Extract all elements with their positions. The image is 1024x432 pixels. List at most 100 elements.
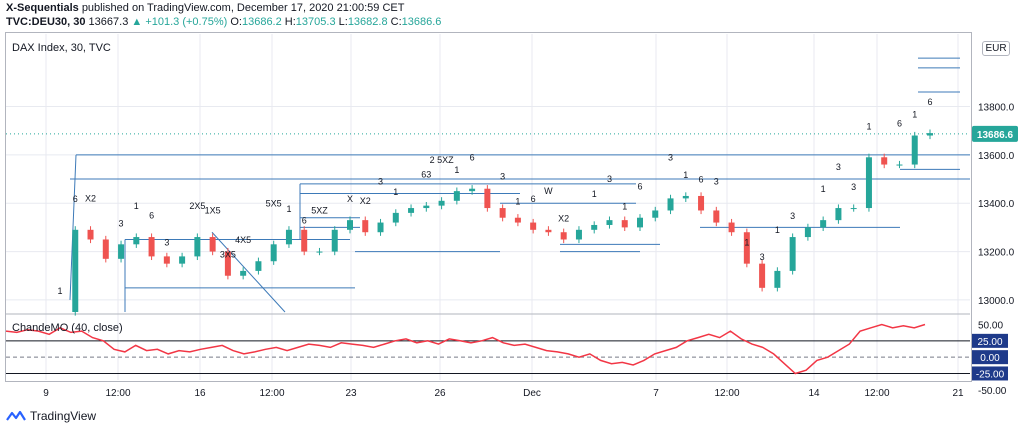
x-tick-label: 12:00 bbox=[864, 388, 889, 399]
candle-body bbox=[255, 261, 262, 271]
x-tick-label: 26 bbox=[434, 388, 446, 399]
brand-name: TradingView bbox=[30, 409, 97, 423]
price-tick-label: 13600.0 bbox=[978, 151, 1015, 162]
sequential-label: 6 bbox=[531, 194, 536, 204]
osc-tick-label: -25.00 bbox=[976, 369, 1005, 380]
osc-tick-label: 50.00 bbox=[978, 321, 1003, 332]
candle-body bbox=[743, 232, 750, 264]
candle-body bbox=[637, 217, 643, 228]
sequential-label: 3 bbox=[714, 177, 719, 187]
sequential-label: 3X5 bbox=[220, 250, 236, 260]
candle-body bbox=[118, 244, 125, 259]
sequential-label: 2X5 bbox=[189, 201, 205, 211]
sequential-label: 3 bbox=[607, 174, 612, 184]
sequential-label: 1 bbox=[515, 197, 520, 207]
candle-body bbox=[453, 191, 460, 201]
chart-frame[interactable] bbox=[5, 32, 972, 382]
sequential-label: X2 bbox=[558, 213, 569, 223]
candle-body bbox=[102, 239, 109, 259]
osc-ref-label-bg bbox=[972, 366, 1008, 381]
x-tick-label: 9 bbox=[43, 388, 49, 399]
last-price-label-bg bbox=[972, 125, 1018, 142]
candle-body bbox=[331, 229, 338, 252]
x-tick-label: 7 bbox=[653, 388, 659, 399]
candle-body bbox=[240, 270, 247, 276]
sequential-label: 5X5 bbox=[266, 198, 282, 208]
high-value: 13705.3 bbox=[295, 16, 336, 28]
candle-body bbox=[163, 256, 170, 264]
sequential-label: 3 bbox=[378, 177, 383, 187]
close-value: 13686.6 bbox=[401, 16, 442, 28]
candle-body bbox=[499, 208, 506, 218]
currency-button[interactable]: EUR bbox=[982, 41, 1010, 56]
x-tick-label: Dec bbox=[523, 388, 541, 399]
sequential-label: 1 bbox=[454, 165, 459, 175]
candle-body bbox=[530, 222, 537, 230]
candle-body bbox=[285, 229, 292, 245]
open-label: O: bbox=[230, 16, 242, 28]
sequential-line bbox=[211, 231, 286, 313]
sequential-label: 1 bbox=[134, 201, 139, 211]
candle-body bbox=[698, 195, 705, 211]
sequential-label: 6 bbox=[699, 174, 704, 184]
sequential-label: 1 bbox=[912, 110, 917, 120]
osc-legend[interactable]: ChandeMO (40, close) bbox=[12, 322, 123, 334]
candle-body bbox=[179, 256, 186, 264]
candle-body bbox=[713, 210, 720, 223]
sequential-label: 6 bbox=[149, 210, 154, 220]
x-tick-label: 12:00 bbox=[259, 388, 284, 399]
candle-body bbox=[896, 164, 903, 166]
price-tick-label: 13800.0 bbox=[978, 103, 1015, 114]
candle-body bbox=[652, 210, 659, 218]
x-tick-label: 16 bbox=[194, 388, 206, 399]
sequential-label: X bbox=[347, 194, 353, 204]
sequential-label: 1X5 bbox=[205, 206, 221, 216]
sequential-label: 3 bbox=[760, 252, 765, 262]
low-value: 13682.8 bbox=[347, 16, 388, 28]
candle-body bbox=[545, 229, 552, 233]
author-name[interactable]: X-Sequentials bbox=[6, 2, 79, 14]
sequential-label: X2 bbox=[360, 196, 371, 206]
osc-tick-label: 25.00 bbox=[977, 337, 1002, 348]
sequential-label: 5XZ bbox=[311, 206, 328, 216]
candle-body bbox=[865, 157, 872, 209]
sequential-label: 1 bbox=[622, 201, 627, 211]
tradingview-logo[interactable]: TradingView bbox=[6, 409, 96, 423]
up-arrow-icon: ▲ bbox=[131, 16, 143, 28]
sequential-label: 3 bbox=[119, 218, 124, 228]
candle-body bbox=[835, 208, 842, 221]
price-tick-label: 13200.0 bbox=[978, 248, 1015, 259]
published-text: published on TradingView.com, December 1… bbox=[81, 2, 405, 14]
x-tick-label: 14 bbox=[808, 388, 820, 399]
candle-body bbox=[362, 220, 369, 233]
x-tick-label: 21 bbox=[952, 388, 964, 399]
sequential-line bbox=[69, 154, 77, 300]
sequential-label: 1 bbox=[866, 121, 871, 131]
osc-ref-label-bg bbox=[972, 350, 1008, 365]
candle-body bbox=[881, 157, 888, 165]
candle-body bbox=[850, 208, 857, 210]
candle-body bbox=[621, 220, 628, 228]
low-label: L: bbox=[338, 16, 348, 28]
candle-body bbox=[194, 237, 201, 257]
candle-body bbox=[728, 222, 735, 233]
price-tick-label: 13000.0 bbox=[978, 296, 1015, 307]
candle-body bbox=[270, 244, 277, 262]
sequential-label: 6 bbox=[302, 216, 307, 226]
symbol: TVC:DEU30, 30 bbox=[6, 16, 86, 28]
sequential-label: 1 bbox=[57, 286, 62, 296]
osc-tick-label: -50.00 bbox=[978, 386, 1007, 397]
sequential-label: 63 bbox=[421, 170, 431, 180]
candle-body bbox=[469, 188, 476, 192]
x-tick-label: 23 bbox=[345, 388, 357, 399]
sequential-label: 1 bbox=[775, 225, 780, 235]
candle-body bbox=[774, 270, 781, 288]
sequential-label: W bbox=[544, 186, 553, 196]
candle-body bbox=[804, 227, 811, 238]
candle-body bbox=[575, 229, 582, 240]
open-value: 13686.2 bbox=[241, 16, 282, 28]
main-legend[interactable]: DAX Index, 30, TVC bbox=[12, 42, 111, 54]
sequential-label: 6 bbox=[927, 97, 932, 107]
candle-body bbox=[347, 220, 353, 230]
